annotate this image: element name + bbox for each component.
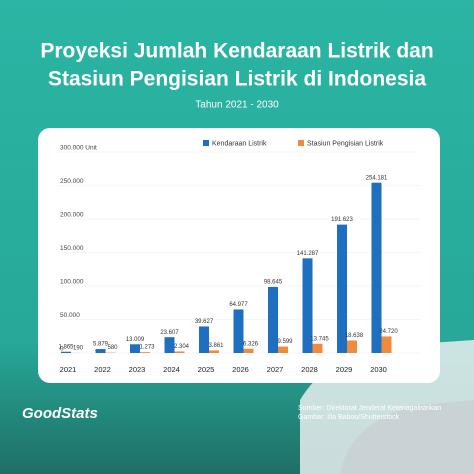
bar [243, 348, 254, 353]
x-tick-label: 2028 [301, 365, 318, 374]
y-tick-label: 200.000 [60, 212, 84, 219]
value-label: 1.865 [58, 344, 74, 350]
bar [199, 326, 209, 353]
y-tick-label: 250.000 [60, 178, 84, 185]
bar [347, 340, 357, 353]
value-label: 141.287 [297, 251, 319, 257]
value-label: 98.645 [264, 279, 283, 285]
y-tick-label: 300.000 Unit [60, 145, 97, 152]
x-tick-label: 2024 [163, 365, 180, 374]
car-body [340, 400, 474, 474]
bar [233, 309, 244, 353]
bar [381, 336, 392, 353]
x-tick-label: 2023 [129, 365, 146, 374]
x-tick-label: 2027 [267, 365, 284, 374]
bar [61, 351, 71, 353]
value-label: 9.599 [277, 339, 293, 345]
bar [371, 182, 382, 353]
value-label: 190 [73, 345, 84, 351]
value-label: 13.009 [126, 337, 145, 343]
x-tick-label: 2026 [232, 365, 249, 374]
source: Gambar: Ilia Baboo/Shutterstock [298, 414, 400, 421]
bar [130, 344, 140, 353]
value-label: 13.745 [310, 336, 329, 342]
value-label: 24.720 [379, 329, 398, 335]
value-label: 3.861 [208, 343, 224, 349]
source: Sumber: Direktorat Jenderal Ketenagalist… [298, 405, 441, 412]
value-label: 1.273 [139, 345, 155, 351]
x-tick-label: 2021 [60, 365, 77, 374]
chart-title: Proyeksi Jumlah Kendaraan Listrik dan [40, 40, 433, 63]
value-label: 6.326 [243, 341, 259, 347]
y-tick-label: 50.000 [60, 312, 80, 319]
y-tick-label: 0 [60, 346, 64, 353]
value-label: 191.623 [331, 217, 353, 223]
bar [302, 258, 313, 353]
value-label: 64.977 [229, 302, 248, 308]
bar [164, 337, 175, 353]
bar [278, 346, 288, 353]
chart-title: Stasiun Pengisian Listrik di Indonesia [48, 68, 426, 91]
bar [209, 350, 219, 353]
value-label: 39.627 [195, 319, 214, 325]
value-label: 18.638 [345, 333, 364, 339]
x-tick-label: 2030 [370, 365, 387, 374]
x-tick-label: 2025 [198, 365, 215, 374]
bar [95, 349, 106, 353]
legend-label: Stasiun Pengisian Listrik [307, 140, 384, 147]
value-label: 2.304 [174, 344, 190, 350]
legend-swatch [203, 140, 209, 146]
x-tick-label: 2029 [336, 365, 353, 374]
bar [337, 224, 347, 353]
y-tick-label: 150.000 [60, 245, 84, 252]
chart-subtitle: Tahun 2021 - 2030 [195, 100, 279, 111]
legend-swatch [298, 140, 304, 146]
bar [268, 286, 278, 353]
x-tick-label: 2022 [94, 365, 111, 374]
value-label: 23.607 [160, 330, 179, 336]
value-label: 580 [107, 345, 118, 351]
bar [174, 351, 185, 353]
value-label: 5.879 [93, 342, 109, 348]
legend-label: Kendaraan Listrik [212, 140, 267, 147]
y-tick-label: 100.000 [60, 279, 84, 286]
value-label: 254.181 [366, 175, 388, 181]
brand-logo: GoodStats [22, 405, 98, 422]
bar [312, 343, 323, 353]
bar [140, 352, 150, 353]
